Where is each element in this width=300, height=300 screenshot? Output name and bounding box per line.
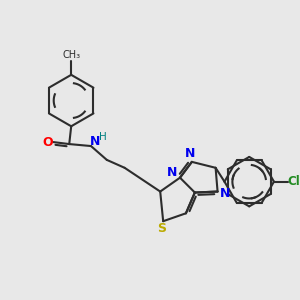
Text: S: S [157,222,166,235]
Text: N: N [90,135,100,148]
Text: Cl: Cl [287,175,300,188]
Text: N: N [185,148,195,160]
Text: N: N [167,166,177,179]
Text: O: O [42,136,53,148]
Text: H: H [99,132,107,142]
Text: CH₃: CH₃ [62,50,80,60]
Text: N: N [220,187,231,200]
